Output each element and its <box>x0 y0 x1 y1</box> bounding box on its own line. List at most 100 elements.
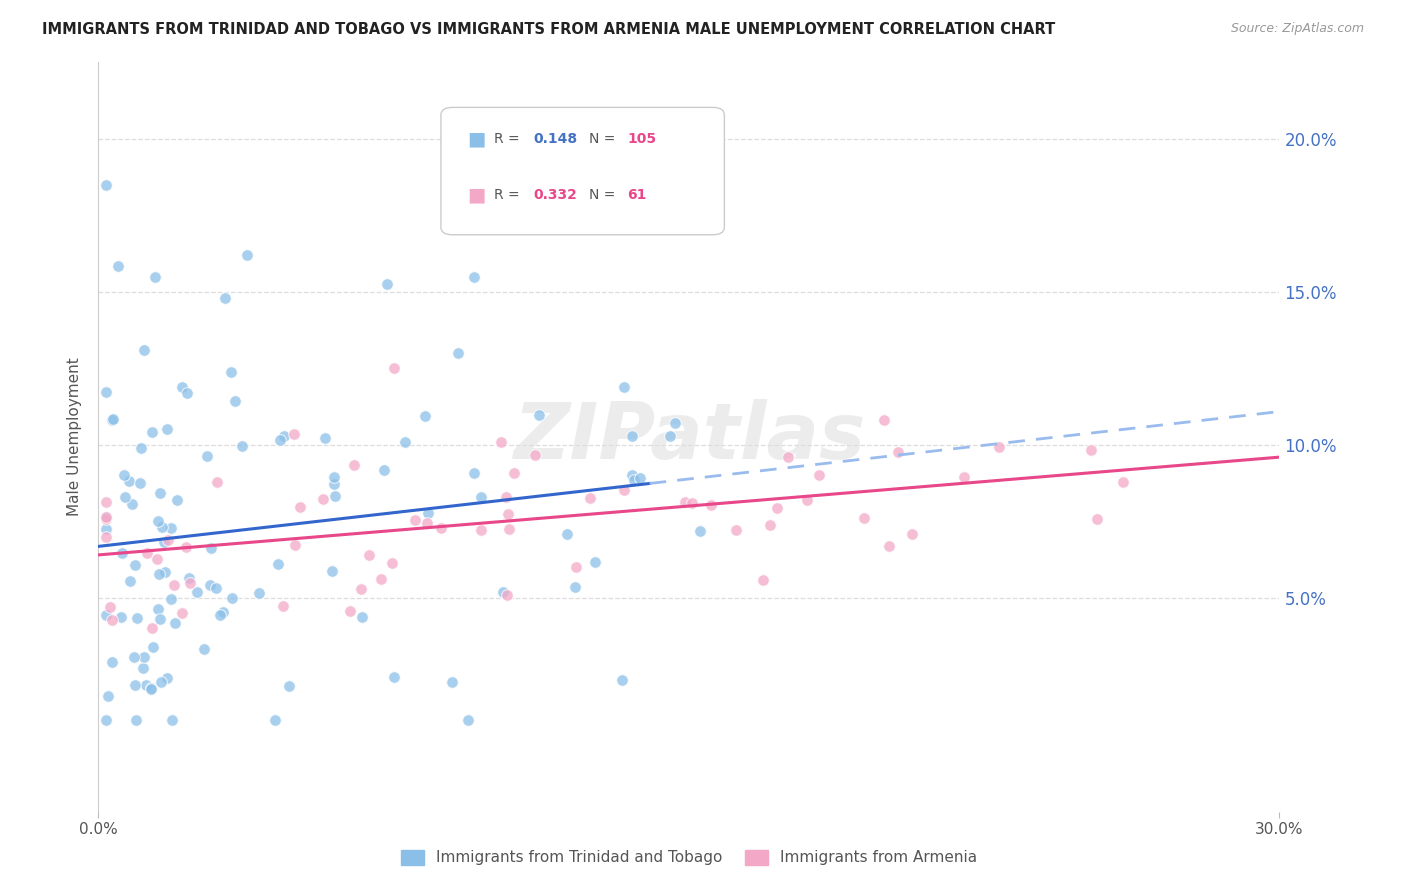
Point <box>124 713 146 727</box>
Point <box>266 558 288 572</box>
Point <box>149 486 172 500</box>
Point <box>681 496 703 510</box>
Point <box>283 426 305 441</box>
Point <box>1112 475 1135 489</box>
Point <box>149 611 172 625</box>
Point <box>273 429 295 443</box>
Point <box>124 558 146 573</box>
Point <box>612 380 634 394</box>
Point <box>132 650 155 665</box>
Legend: Immigrants from Trinidad and Tobago, Immigrants from Armenia: Immigrants from Trinidad and Tobago, Imm… <box>395 844 983 871</box>
Point <box>290 500 312 514</box>
Point <box>110 610 132 624</box>
Point <box>231 439 253 453</box>
Point <box>470 523 492 537</box>
Point <box>101 412 124 426</box>
Point <box>613 483 636 497</box>
Point <box>146 514 169 528</box>
Point <box>100 613 122 627</box>
Point <box>224 393 246 408</box>
Point <box>172 380 194 394</box>
Point <box>101 656 124 670</box>
Point <box>470 490 492 504</box>
Point <box>988 440 1011 454</box>
Point <box>200 578 222 592</box>
Point <box>373 463 395 477</box>
Point <box>628 471 651 485</box>
Point <box>610 673 633 688</box>
Point <box>700 498 723 512</box>
Point <box>463 269 485 284</box>
Point <box>357 549 380 563</box>
Point <box>160 521 183 535</box>
Point <box>172 606 194 620</box>
Point <box>623 473 645 487</box>
Text: R =: R = <box>494 132 524 146</box>
Point <box>901 526 924 541</box>
Point <box>394 434 416 449</box>
Point <box>429 521 451 535</box>
Point <box>96 178 118 192</box>
Point <box>664 416 686 430</box>
Point <box>96 607 118 622</box>
Point <box>122 650 145 665</box>
Point <box>112 468 135 483</box>
Point <box>725 524 748 538</box>
Point <box>221 591 243 606</box>
Point <box>583 555 606 569</box>
Point <box>97 690 120 704</box>
Point <box>145 551 167 566</box>
Point <box>120 574 142 588</box>
Point <box>214 291 236 305</box>
Point <box>1080 443 1102 458</box>
Point <box>153 565 176 579</box>
Point <box>96 509 118 524</box>
Point <box>141 425 163 440</box>
Point <box>873 413 896 427</box>
Point <box>350 582 373 596</box>
Point <box>879 539 901 553</box>
Text: R =: R = <box>494 188 524 202</box>
Point <box>404 513 426 527</box>
Point <box>277 679 299 693</box>
Point <box>132 661 155 675</box>
Point <box>134 343 156 358</box>
Point <box>269 433 291 447</box>
Point <box>447 345 470 359</box>
Text: 0.332: 0.332 <box>533 188 576 202</box>
Point <box>207 475 229 489</box>
Text: 105: 105 <box>627 132 657 146</box>
Point <box>384 361 406 376</box>
Point <box>311 491 333 506</box>
Point <box>621 429 644 443</box>
Point <box>156 422 179 436</box>
Point <box>323 489 346 503</box>
Point <box>673 495 696 509</box>
Point <box>339 603 361 617</box>
Point <box>579 491 602 505</box>
Point <box>247 586 270 600</box>
Point <box>114 490 136 504</box>
Point <box>323 477 346 491</box>
Point <box>96 713 118 727</box>
Point <box>200 541 222 555</box>
Point <box>621 467 644 482</box>
Point <box>204 581 226 595</box>
Point <box>163 577 186 591</box>
Point <box>135 677 157 691</box>
Point <box>174 540 197 554</box>
Point <box>221 365 243 379</box>
Point <box>96 510 118 524</box>
Point <box>416 516 439 531</box>
Point <box>135 546 157 560</box>
Point <box>142 640 165 655</box>
FancyBboxPatch shape <box>441 107 724 235</box>
Point <box>195 449 218 463</box>
Point <box>413 409 436 423</box>
Point <box>796 493 818 508</box>
Point <box>209 607 232 622</box>
Point <box>101 412 124 426</box>
Point <box>264 713 287 727</box>
Point <box>496 588 519 602</box>
Point <box>953 469 976 483</box>
